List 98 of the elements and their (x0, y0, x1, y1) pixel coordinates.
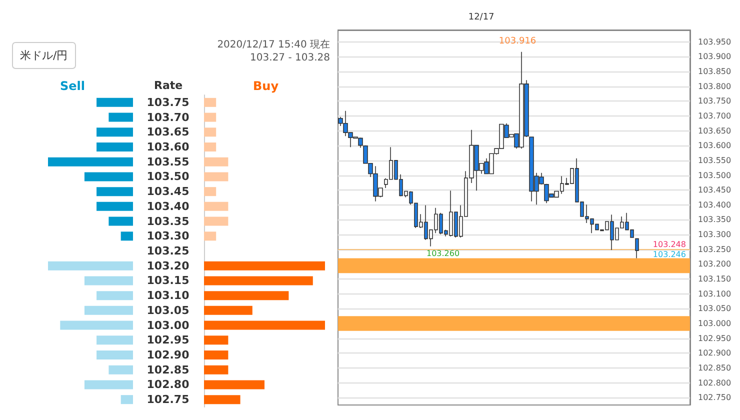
y-tick-label: 102.85 (146, 363, 190, 376)
bar (96, 142, 133, 152)
y-tick-label: 103.850 (698, 67, 732, 76)
y-tick-label: 103.750 (698, 96, 732, 106)
y-tick-label: 103.650 (698, 126, 732, 136)
bar (96, 128, 133, 137)
y-tick-label: 103.30 (146, 230, 190, 243)
candlestick (635, 238, 639, 259)
bar (108, 216, 133, 226)
y-tick-label: 103.35 (146, 214, 190, 228)
y-tick-label: 103.550 (698, 156, 732, 165)
bar (120, 395, 133, 404)
bar (204, 216, 228, 226)
y-tick-label: 103.25 (146, 244, 190, 258)
bar (84, 172, 133, 182)
bar (204, 232, 216, 241)
text: Buy (253, 79, 279, 93)
bar (48, 157, 133, 166)
bar (96, 336, 133, 345)
y-tick-label: 103.800 (698, 82, 732, 91)
bar (108, 112, 133, 122)
y-tick-label: 103.40 (146, 200, 190, 213)
y-tick-label: 103.700 (698, 111, 732, 120)
bar (84, 380, 133, 390)
bar (96, 98, 133, 107)
y-tick-label: 102.900 (698, 348, 732, 358)
y-tick-label: 103.55 (146, 155, 190, 168)
y-tick-label: 103.450 (698, 186, 732, 195)
bar (204, 365, 228, 374)
annotation: 103.916 (498, 36, 536, 46)
y-tick-label: 103.65 (146, 126, 190, 139)
bar (204, 320, 325, 330)
y-tick-label: 103.950 (698, 37, 732, 46)
y-tick-label: 102.800 (698, 378, 732, 388)
chart-title: 米ドル/円 (20, 49, 68, 62)
y-tick-label: 103.45 (146, 185, 190, 198)
bar (204, 380, 264, 390)
bar (204, 306, 252, 315)
text: 103.27 - 103.28 (250, 52, 330, 64)
y-tick-label: 103.05 (146, 304, 190, 317)
bar (204, 128, 216, 137)
y-tick-label: 103.150 (698, 274, 732, 284)
bar (204, 276, 313, 286)
y-tick-label: 103.75 (146, 96, 190, 109)
y-tick-label: 103.50 (146, 170, 190, 184)
y-tick-label: 103.400 (698, 200, 732, 210)
y-tick-label: 103.500 (698, 170, 732, 180)
text: 2020/12/17 15:40 現在 (217, 38, 330, 50)
bar (204, 291, 289, 300)
y-tick-label: 103.250 (698, 244, 732, 254)
y-tick-label: 102.850 (698, 363, 732, 372)
y-tick-label: 103.70 (146, 110, 190, 124)
bar (96, 187, 133, 196)
ref-line-label: 103.248 (652, 240, 686, 249)
y-tick-label: 103.000 (698, 318, 732, 328)
bar (60, 320, 133, 330)
y-tick-label: 102.750 (698, 393, 732, 402)
bar (204, 202, 228, 211)
bar (204, 187, 216, 196)
bar (204, 142, 216, 152)
y-tick-label: 103.15 (146, 274, 190, 288)
y-tick-label: 103.600 (698, 141, 732, 150)
y-tick-label: 103.350 (698, 215, 732, 224)
bar (204, 157, 228, 166)
annotation: 103.246 (652, 250, 686, 259)
y-tick-label: 102.80 (146, 378, 190, 392)
y-tick-label: 103.050 (698, 304, 732, 314)
y-tick-label: 103.20 (146, 259, 190, 272)
y-tick-label: 102.90 (146, 348, 190, 362)
bar (204, 98, 216, 107)
series-label: Sell (60, 79, 86, 93)
bar (48, 261, 133, 270)
x-tick-label: 12/17 (468, 12, 494, 22)
bar (96, 350, 133, 360)
y-tick-label: 102.95 (146, 334, 190, 347)
y-tick-label: 103.300 (698, 230, 732, 240)
y-axis-title: Rate (154, 79, 183, 92)
bar (96, 291, 133, 300)
y-tick-label: 102.950 (698, 334, 732, 343)
bar (84, 276, 133, 286)
bar (204, 172, 228, 182)
bar (96, 202, 133, 211)
y-tick-label: 103.200 (698, 260, 732, 269)
y-tick-label: 103.60 (146, 140, 190, 154)
bar (108, 365, 133, 374)
y-tick-label: 103.100 (698, 289, 732, 298)
bar (204, 336, 228, 345)
bar (120, 232, 133, 241)
bar (84, 306, 133, 315)
bar (204, 112, 216, 122)
y-tick-label: 103.00 (146, 318, 190, 332)
bar (204, 350, 228, 360)
bar (204, 395, 240, 404)
y-tick-label: 102.75 (146, 393, 190, 406)
annotation: 103.260 (426, 248, 460, 258)
bar (204, 261, 325, 270)
y-tick-label: 103.10 (146, 289, 190, 302)
y-tick-label: 103.900 (698, 52, 732, 62)
